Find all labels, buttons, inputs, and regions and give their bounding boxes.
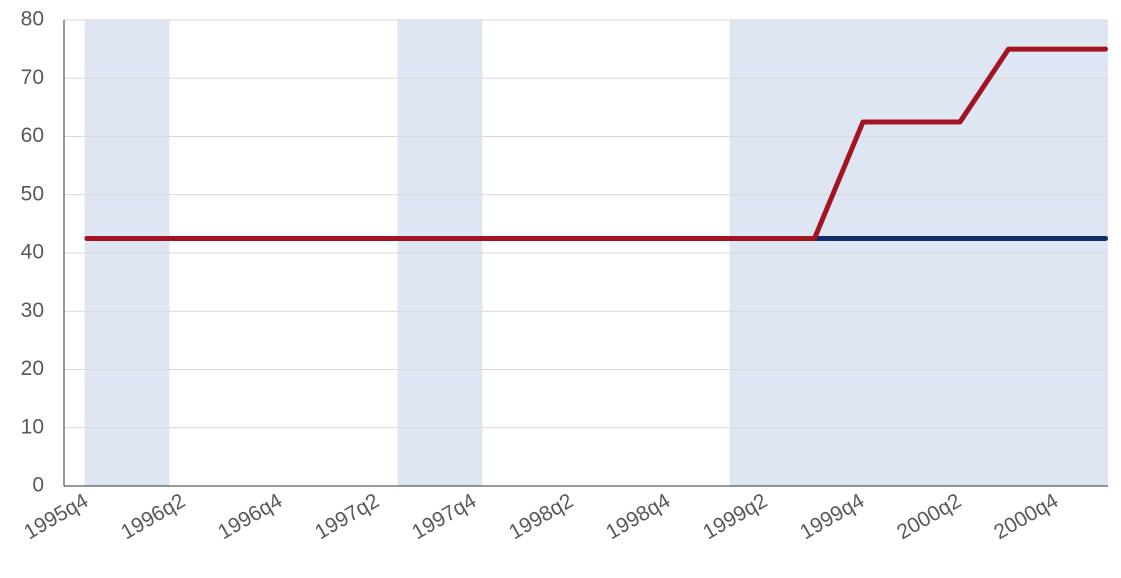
x-tick-label: 1996q2: [117, 489, 189, 544]
y-tick-label: 10: [21, 415, 44, 438]
y-tick-label: 20: [21, 357, 44, 380]
y-tick-label: 30: [21, 299, 44, 322]
x-tick-label: 1995q4: [20, 489, 92, 544]
x-tick-label: 2000q4: [990, 489, 1062, 544]
y-tick-label: 60: [21, 124, 44, 147]
x-tick-label: 1997q4: [408, 489, 480, 544]
x-tick-label: 1998q2: [505, 489, 577, 544]
y-tick-label: 50: [21, 182, 44, 205]
y-tick-label: 40: [21, 241, 44, 264]
y-tick-label: 0: [32, 474, 44, 497]
x-tick-label: 1998q4: [602, 489, 674, 544]
x-tick-label: 1996q4: [214, 489, 286, 544]
series-line: [84, 46, 1108, 241]
x-tick-label: 1997q2: [311, 489, 383, 544]
y-tick-label: 70: [21, 66, 44, 89]
y-tick-label: 80: [21, 8, 44, 31]
x-tick-label: 1999q2: [699, 489, 771, 544]
x-tick-label: 2000q2: [893, 489, 965, 544]
x-tick-label: 1999q4: [796, 489, 868, 544]
